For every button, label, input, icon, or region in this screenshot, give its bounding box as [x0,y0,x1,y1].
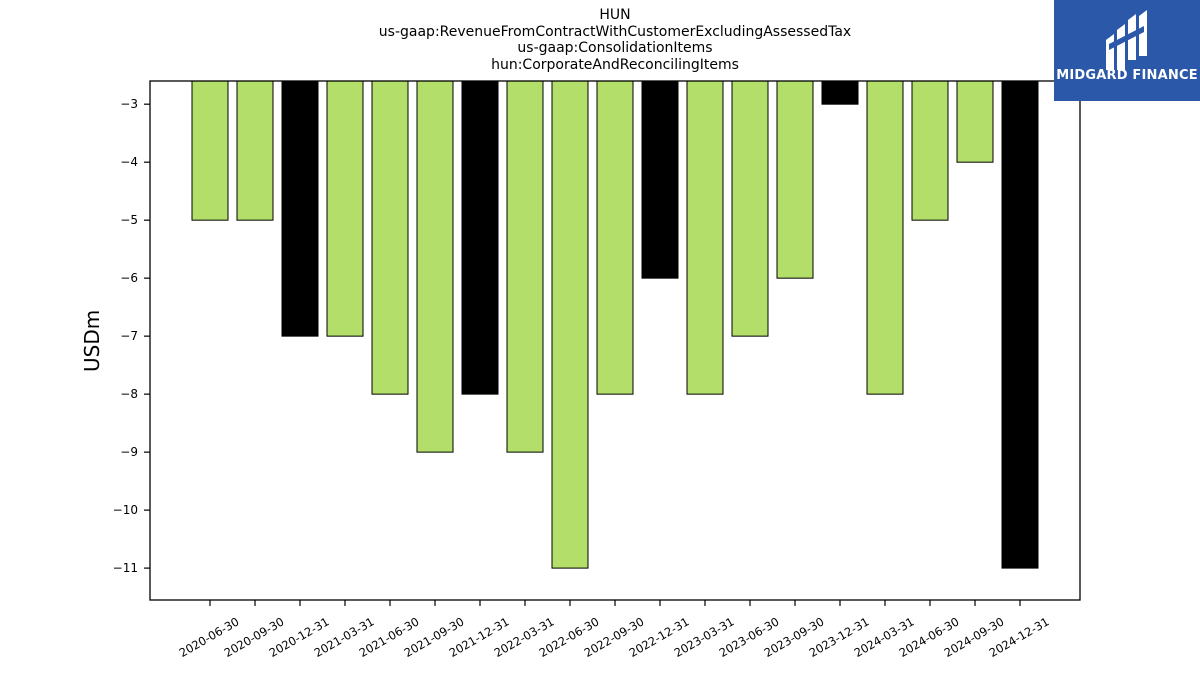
chart-title-line-3: us-gaap:ConsolidationItems [517,40,713,56]
bar-2021-12-31 [461,81,499,395]
chart-title-line-1: HUN [599,7,631,23]
y-tick-label: −6 [120,271,138,285]
bars [191,81,1039,569]
bar-2021-06-30 [371,81,409,395]
bar-2022-03-31 [506,81,544,453]
bar-2024-12-31 [1001,81,1039,569]
bar-2023-09-30 [776,81,814,279]
brand-logo-text: MIDGARD FINANCE [1056,68,1198,83]
bar-2022-06-30 [551,81,589,569]
y-tick-label: −11 [113,561,138,575]
y-tick-label: −8 [120,387,138,401]
bar-2022-12-31 [641,81,679,279]
y-tick-label: −9 [120,445,138,459]
y-tick-label: −5 [120,213,138,227]
bar-2020-12-31 [281,81,319,337]
midgard-m-logo-icon [1106,10,1147,70]
y-tick-label: −7 [120,329,138,343]
bar-2020-09-30 [236,81,274,221]
bar-2020-06-30 [191,81,229,221]
bar-2024-06-30 [911,81,949,221]
bar-2023-12-31 [821,81,859,105]
bar-2021-09-30 [416,81,454,453]
bar-2023-03-31 [686,81,724,395]
y-tick-label: −10 [113,503,138,517]
y-tick-label: −3 [120,97,138,111]
bar-2024-03-31 [866,81,904,395]
bar-2021-03-31 [326,81,364,337]
bar-2022-09-30 [596,81,634,395]
bar-2024-09-30 [956,81,994,163]
y-tick-label: −4 [120,155,138,169]
brand-logo: MIDGARD FINANCE [1054,0,1200,101]
chart-title-line-4: hun:CorporateAndReconcilingItems [491,57,739,73]
bar-2023-06-30 [731,81,769,337]
chart-title-line-2: us-gaap:RevenueFromContractWithCustomerE… [378,24,852,40]
